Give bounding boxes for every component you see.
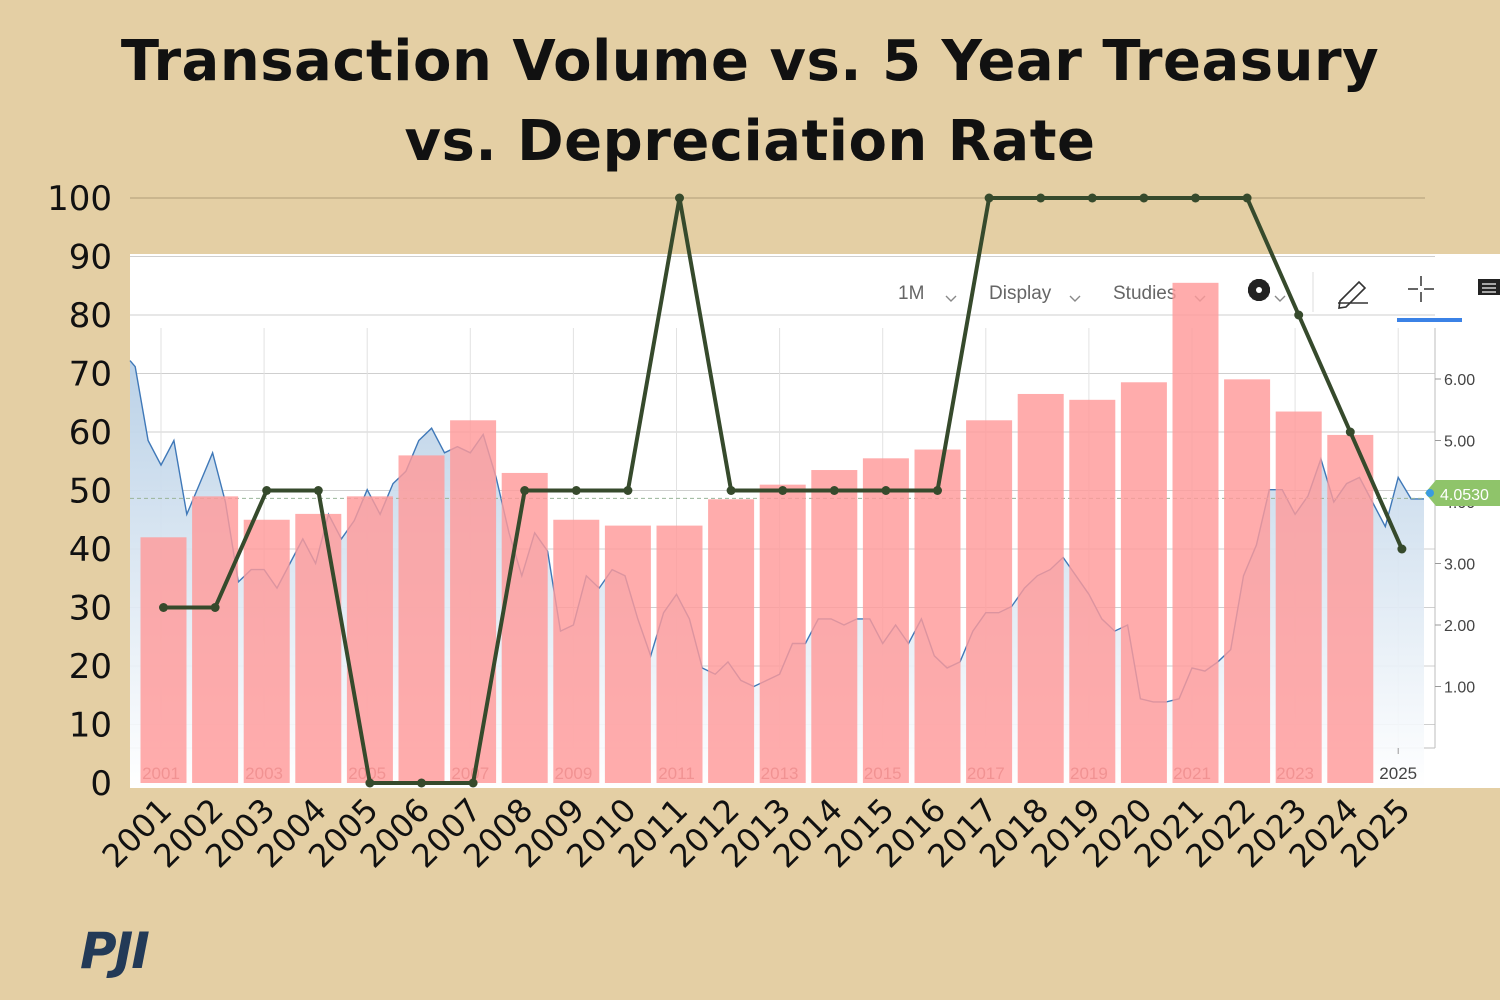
title-line-2: vs. Depreciation Rate <box>404 109 1096 174</box>
bar-transaction-volume <box>1327 434 1374 783</box>
depreciation-point <box>468 778 478 788</box>
current-value-badge: 4.0530 <box>1425 480 1500 506</box>
depreciation-point <box>313 486 323 495</box>
crosshair-icon[interactable] <box>1408 276 1434 302</box>
depreciation-rate-series <box>159 193 1407 788</box>
pencil-icon[interactable] <box>1338 280 1368 309</box>
bar-transaction-volume <box>192 496 239 783</box>
depreciation-point <box>623 486 633 495</box>
depreciation-point <box>984 193 994 203</box>
depreciation-point <box>675 193 684 203</box>
list-icon[interactable] <box>1478 279 1500 295</box>
bar-transaction-volume <box>1120 382 1167 783</box>
y-axis-label: 90 <box>69 238 112 278</box>
y-axis-label: 10 <box>69 706 112 746</box>
left-y-axis: 0 10 20 30 40 50 60 70 80 90 100 <box>47 179 112 804</box>
depreciation-point <box>571 486 581 495</box>
bar-transaction-volume <box>398 455 445 783</box>
depreciation-point <box>262 486 272 495</box>
bar-transaction-volume <box>450 420 497 783</box>
panel-x-label: 2025 <box>1379 764 1417 783</box>
depreciation-point <box>159 603 168 612</box>
bar-transaction-volume <box>346 496 393 783</box>
chevron-down-icon <box>945 295 957 302</box>
depreciation-point <box>1036 193 1046 203</box>
depreciation-point <box>1087 193 1097 203</box>
bar-transaction-volume <box>295 513 342 783</box>
bar-transaction-volume <box>1069 399 1116 783</box>
y-axis-label: 0 <box>90 764 112 804</box>
right-axis-label: 2.00 <box>1444 618 1475 635</box>
display-label: Display <box>989 283 1052 304</box>
depreciation-point <box>1345 427 1355 437</box>
right-axis-label: 3.00 <box>1444 557 1475 574</box>
bar-transaction-volume <box>501 472 548 783</box>
bar-transaction-volume <box>1224 379 1271 783</box>
depreciation-point <box>417 778 426 788</box>
y-axis-label: 30 <box>69 589 112 629</box>
bar-transaction-volume <box>243 519 290 783</box>
title-line-1: Transaction Volume vs. 5 Year Treasury <box>120 29 1380 94</box>
y-axis-label: 20 <box>69 647 112 687</box>
depreciation-point <box>520 486 530 495</box>
depreciation-point <box>1294 310 1304 320</box>
chevron-down-icon <box>1069 295 1081 302</box>
bar-transaction-volume <box>553 519 600 783</box>
studies-label: Studies <box>1113 283 1176 304</box>
current-value-label: 4.0530 <box>1440 487 1489 504</box>
gear-icon[interactable] <box>1247 278 1271 302</box>
badge-shape <box>1425 480 1500 506</box>
y-axis-label: 70 <box>69 355 112 395</box>
depreciation-point <box>933 486 942 495</box>
bar-transaction-volume <box>140 537 187 783</box>
y-axis-label: 80 <box>69 296 112 336</box>
depreciation-point <box>1191 193 1200 203</box>
y-axis-label: 40 <box>69 530 112 570</box>
y-axis-label: 50 <box>69 472 112 512</box>
chevron-down-icon <box>1274 295 1286 302</box>
bar-transaction-volume <box>604 525 651 783</box>
depreciation-point <box>726 486 736 495</box>
display-dropdown[interactable]: Display <box>989 283 1052 304</box>
gear-hole <box>1256 287 1262 293</box>
studies-dropdown[interactable]: Studies <box>1113 283 1176 304</box>
pencil-shape <box>1338 280 1367 309</box>
right-axis-label: 1.00 <box>1444 680 1475 697</box>
bar-transaction-volume <box>862 458 909 783</box>
bar-transaction-volume <box>966 420 1013 783</box>
depreciation-point <box>778 486 788 495</box>
depreciation-point <box>210 603 220 612</box>
bar-transaction-volume <box>811 470 858 783</box>
depreciation-point <box>365 778 375 788</box>
active-tool-underline <box>1397 318 1462 322</box>
bar-transaction-volume <box>759 484 806 783</box>
y-axis-label: 100 <box>47 179 112 219</box>
list-icon-body <box>1478 279 1500 295</box>
depreciation-point <box>1397 544 1407 554</box>
bar-transaction-volume <box>914 449 961 783</box>
page-title: Transaction Volume vs. 5 Year Treasury v… <box>0 22 1500 182</box>
depreciation-point <box>1242 193 1252 203</box>
badge-dot <box>1426 489 1434 497</box>
period-dropdown[interactable]: 1M <box>898 283 924 304</box>
depreciation-point <box>829 486 839 495</box>
chart-toolbar: 1M Display Studies <box>898 276 1500 322</box>
right-axis-label: 6.00 <box>1444 372 1475 389</box>
bottom-x-axis: 2001200220032004200520062007200820092010… <box>95 791 1418 875</box>
bar-transaction-volume <box>1172 282 1219 783</box>
depreciation-point <box>1139 193 1149 203</box>
period-label: 1M <box>898 283 924 304</box>
right-axis-label: 5.00 <box>1444 434 1475 451</box>
pji-logo: PJI <box>80 922 150 980</box>
y-axis-label: 60 <box>69 413 112 453</box>
bar-transaction-volume <box>708 499 755 783</box>
depreciation-point <box>881 486 891 495</box>
bar-transaction-volume <box>1275 411 1322 783</box>
transaction-volume-bars <box>140 282 1374 783</box>
bar-transaction-volume <box>1017 393 1064 783</box>
bar-transaction-volume <box>656 525 703 783</box>
